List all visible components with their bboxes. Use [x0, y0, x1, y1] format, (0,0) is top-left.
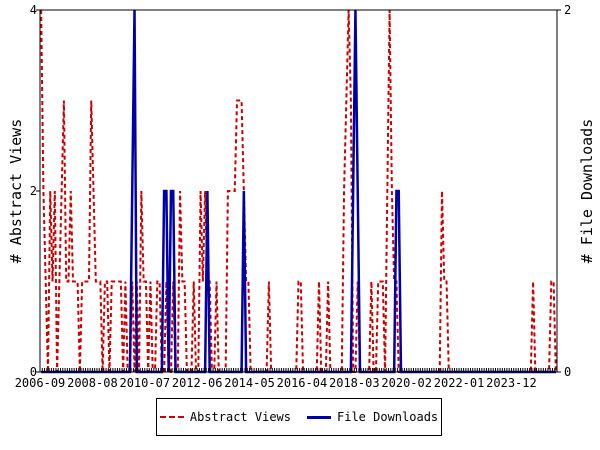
left-y-tick-label: 4: [30, 3, 37, 17]
left-axis-title: # Abstract Views: [7, 119, 25, 264]
left-y-tick-label: 0: [30, 365, 37, 379]
x-tick-label: 2012-06: [172, 376, 223, 390]
series-line-abstract-views: [40, 9, 557, 373]
x-tick-label: 2006-09: [15, 376, 66, 390]
legend-label-abstract-views: Abstract Views: [189, 410, 291, 424]
legend-item-abstract-views: Abstract Views: [159, 410, 291, 424]
left-y-tick-label: 2: [30, 184, 37, 198]
legend-swatch-file-downloads: [307, 415, 331, 419]
legend-label-file-downloads: File Downloads: [337, 410, 439, 424]
legend-swatch-abstract-views: [159, 416, 184, 418]
chart-legend: Abstract Views File Downloads: [156, 398, 442, 436]
x-tick-label: 2016-04: [277, 376, 328, 390]
legend-item-file-downloads: File Downloads: [307, 410, 438, 424]
x-tick-label: 2014-05: [224, 376, 275, 390]
right-axis-title: # File Downloads: [578, 119, 596, 264]
x-tick-label: 2022-01: [434, 376, 485, 390]
x-tick-label: 2023-12: [486, 376, 537, 390]
plot-area: 2006-09 2008-08 2010-07 2012-06 2014-05 2016-…: [15, 3, 572, 390]
x-tick-label: 2018-03: [329, 376, 380, 390]
x-tick-label: 2010-07: [119, 376, 170, 390]
x-tick-label: 2008-08: [67, 376, 118, 390]
x-tick-label: 2020-02: [381, 376, 432, 390]
right-y-tick-label: 0: [564, 365, 571, 379]
right-y-tick-label: 2: [564, 3, 571, 17]
